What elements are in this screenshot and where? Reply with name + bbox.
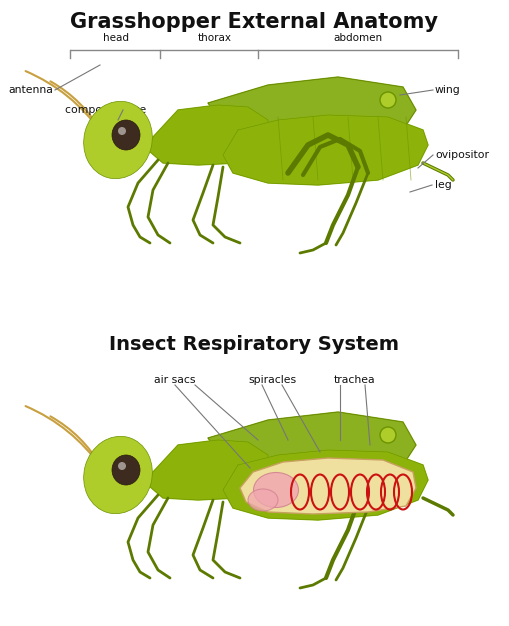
Polygon shape xyxy=(148,105,268,165)
Polygon shape xyxy=(223,115,428,185)
Polygon shape xyxy=(148,440,268,500)
Polygon shape xyxy=(208,77,416,133)
Ellipse shape xyxy=(112,120,140,150)
Ellipse shape xyxy=(118,127,126,135)
Text: leg: leg xyxy=(435,180,452,190)
Circle shape xyxy=(380,92,396,108)
Text: Grasshopper External Anatomy: Grasshopper External Anatomy xyxy=(71,12,438,32)
Text: trachea: trachea xyxy=(334,375,376,385)
Text: air sacs: air sacs xyxy=(154,375,196,385)
Ellipse shape xyxy=(112,455,140,485)
Polygon shape xyxy=(223,450,428,520)
Ellipse shape xyxy=(83,436,152,514)
Text: antenna: antenna xyxy=(8,85,53,95)
Text: head: head xyxy=(103,33,129,43)
Text: wing: wing xyxy=(435,85,461,95)
Text: compound eye: compound eye xyxy=(65,105,146,115)
Ellipse shape xyxy=(83,101,152,178)
Text: Insect Respiratory System: Insect Respiratory System xyxy=(109,336,400,354)
Polygon shape xyxy=(208,412,416,468)
Circle shape xyxy=(380,427,396,443)
Text: spiracles: spiracles xyxy=(248,375,296,385)
Ellipse shape xyxy=(253,473,298,508)
Polygon shape xyxy=(240,458,416,514)
Ellipse shape xyxy=(118,462,126,470)
Text: abdomen: abdomen xyxy=(333,33,383,43)
Text: ovipositor: ovipositor xyxy=(435,150,489,160)
Text: thorax: thorax xyxy=(198,33,232,43)
Ellipse shape xyxy=(248,489,278,511)
